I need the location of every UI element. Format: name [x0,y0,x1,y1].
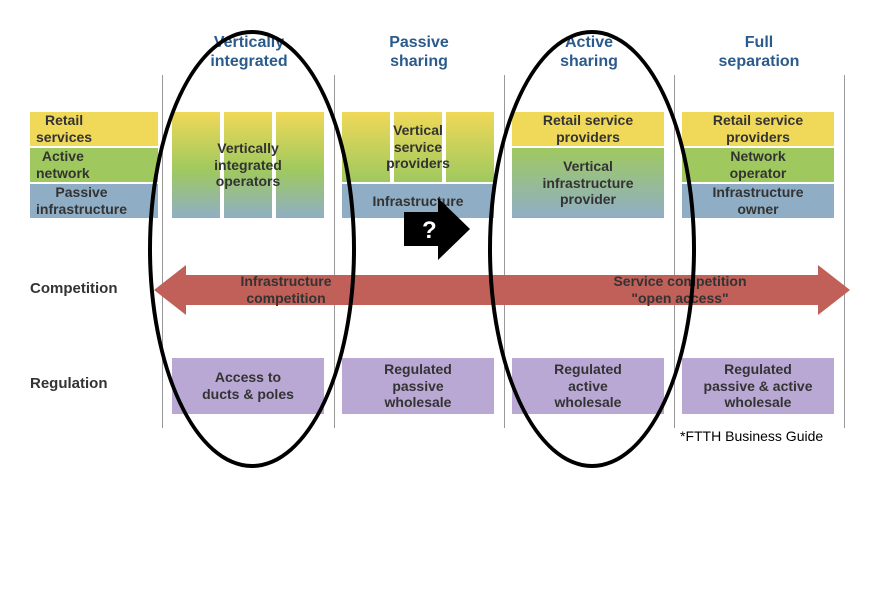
col-header-actv: Activesharing [508,33,670,71]
cell-full-mid: Networkoperator [682,148,834,182]
cell-reg-actv: Regulatedactivewholesale [512,358,664,414]
question-mark-text: ? [422,217,437,244]
cell-full-bot: Infrastructureowner [682,184,834,218]
cell-actv-mid: Verticalinfrastructureprovider [512,148,664,218]
cell-reg-full: Regulatedpassive & activewholesale [682,358,834,414]
question-arrow: ? [392,196,470,262]
divider-3 [674,75,675,428]
footnote: *FTTH Business Guide [680,428,823,444]
row-label-competition: Competition [30,280,118,298]
cell-actv-top: Retail serviceproviders [512,112,664,146]
row-label-retail: Retailservices [30,112,158,146]
divider-0 [162,75,163,428]
cell-vert-label: Verticallyintegratedoperators [172,112,324,218]
divider-2 [504,75,505,428]
col-header-full: Fullseparation [678,33,840,71]
arrow-right-label: Service competition"open access" [540,268,820,312]
arrow-left-label: Infrastructurecompetition [186,268,386,312]
divider-1 [334,75,335,428]
cell-full-top: Retail serviceproviders [682,112,834,146]
row-label-regulation: Regulation [30,375,108,393]
row-label-active: Activenetwork [30,148,158,182]
col-header-pass: Passivesharing [338,33,500,71]
divider-4 [844,75,845,428]
cell-pass-top-label: Verticalserviceproviders [342,112,494,182]
diagram-container: Verticallyintegrated Passivesharing Acti… [20,20,850,520]
row-label-passive: Passiveinfrastructure [30,184,158,218]
col-header-vert: Verticallyintegrated [168,33,330,71]
cell-reg-pass: Regulatedpassivewholesale [342,358,494,414]
cell-reg-vert: Access toducts & poles [172,358,324,414]
